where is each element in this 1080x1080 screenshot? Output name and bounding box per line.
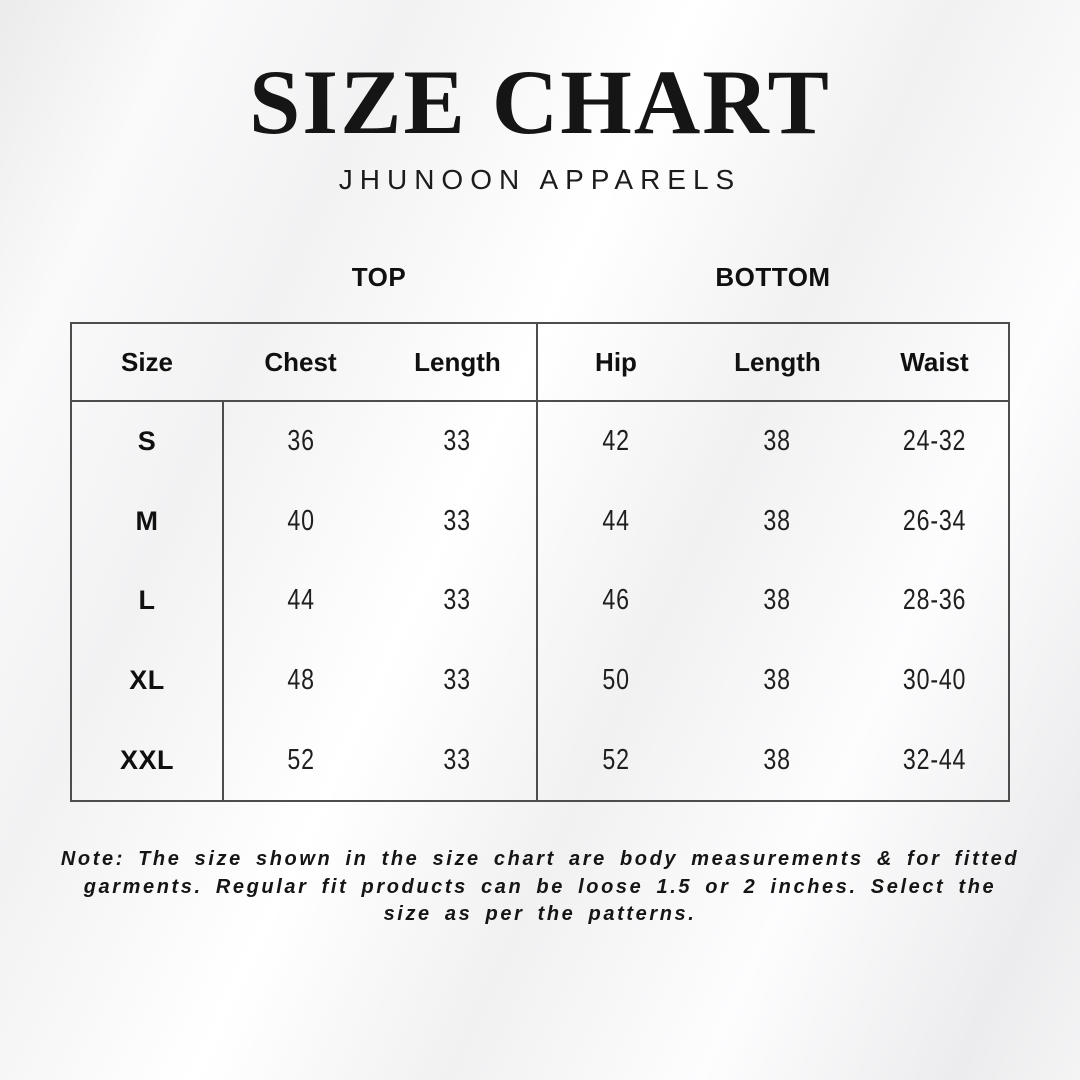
row-label: M [135, 505, 159, 536]
table-cell: 33 [443, 504, 472, 537]
table-cell: 52 [222, 720, 379, 800]
size-table: Size Chest Length Hip Length Waist S 36 … [70, 322, 1010, 802]
table-cell: 26-34 [902, 504, 967, 537]
table-cell: 44 [222, 561, 379, 641]
table-cell: 50 [536, 640, 694, 721]
column-header-chest: Chest [222, 324, 379, 402]
table-cell: 42 [536, 402, 694, 482]
table-cell: 38 [763, 743, 792, 776]
table-cell: 38 [763, 584, 792, 617]
note-text: Note: The size shown in the size chart a… [40, 846, 1040, 929]
table-cell: 28-36 [902, 584, 967, 617]
table-row-s: S [72, 402, 222, 482]
column-header-bottom-length: Length [694, 324, 861, 402]
table-cell: 38 [763, 504, 792, 537]
brand-subtitle: JHUNOON APPARELS [338, 164, 742, 195]
table-cell: 48 [222, 640, 379, 721]
table-row-m: M [72, 482, 222, 562]
row-label: XL [129, 665, 165, 696]
table-row-xl: XL [72, 641, 222, 721]
section-label-top: TOP [351, 262, 407, 292]
table-cell: 40 [222, 481, 379, 562]
table-cell: 52 [536, 720, 694, 800]
table-cell: 38 [763, 425, 792, 458]
table-cell: 33 [443, 743, 472, 776]
table-cell: 36 [222, 402, 379, 482]
row-label: XXL [119, 744, 174, 775]
row-label: L [138, 585, 156, 616]
table-cell: 33 [443, 584, 472, 617]
column-header-size: Size [72, 324, 222, 402]
row-label: S [137, 426, 157, 457]
table-cell: 46 [536, 561, 694, 641]
table-row-l: L [72, 561, 222, 641]
note-line: garments. Regular fit products can be lo… [83, 875, 997, 898]
column-header-hip: Hip [536, 324, 694, 402]
section-label-bottom: BOTTOM [715, 262, 831, 292]
table-cell: 24-32 [902, 425, 967, 458]
table-cell: 33 [443, 425, 472, 458]
column-header-top-length: Length [379, 324, 536, 402]
table-cell: 30-40 [902, 664, 967, 697]
note-line: size as per the patterns. [383, 903, 697, 925]
table-cell: 44 [536, 481, 694, 562]
table-cell: 38 [763, 664, 792, 697]
table-row-xxl: XXL [72, 720, 222, 800]
table-cell: 33 [443, 664, 472, 697]
note-line: Note: The size shown in the size chart a… [60, 848, 1020, 870]
page-title: SIZE CHART [249, 51, 831, 153]
column-header-waist: Waist [861, 324, 1008, 402]
table-cell: 32-44 [902, 743, 967, 776]
